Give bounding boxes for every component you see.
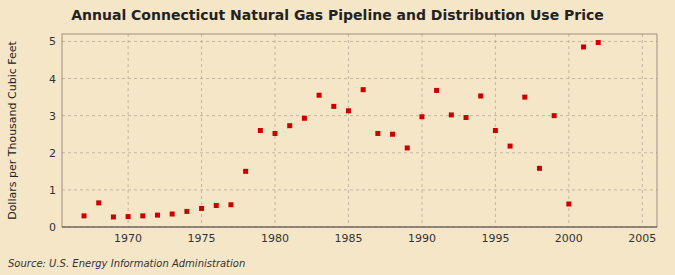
x-tick-label: 2000 <box>555 232 583 245</box>
point <box>434 88 439 93</box>
point <box>419 114 424 119</box>
y-tick-label: 4 <box>49 73 56 86</box>
grid-line-x <box>201 34 202 227</box>
source: Source: U.S. Energy Information Administ… <box>8 258 245 269</box>
point <box>96 200 101 205</box>
title: Annual Connecticut Natural Gas Pipeline … <box>71 7 604 23</box>
point <box>464 115 469 120</box>
grid-line-y <box>62 78 657 79</box>
point <box>508 144 513 149</box>
point <box>331 104 336 109</box>
point <box>522 95 527 100</box>
point <box>552 113 557 118</box>
chart-container: 1970 1975 1980 1985 1990 1995 2000 2005 0 1 2 3 4 5 Do… <box>0 0 675 275</box>
point <box>390 132 395 137</box>
point <box>375 131 380 136</box>
x-tick-label: 1980 <box>261 232 289 245</box>
x-tick-label: 1995 <box>481 232 509 245</box>
point <box>493 128 498 133</box>
point <box>581 44 586 49</box>
x-tick-label: 2005 <box>628 232 656 245</box>
grid-line-x <box>348 34 349 227</box>
point <box>184 209 189 214</box>
grid-line-x <box>642 34 643 227</box>
y-tick-label: 5 <box>49 35 56 48</box>
grid-line-y <box>62 41 657 42</box>
point <box>126 214 131 219</box>
point <box>361 87 366 92</box>
grid <box>62 34 657 227</box>
x-tick-label: 1990 <box>408 232 436 245</box>
point <box>566 201 571 206</box>
y-tick-label: 3 <box>49 110 56 123</box>
point <box>478 93 483 98</box>
background <box>0 0 675 275</box>
x-tick-label: 1985 <box>334 232 362 245</box>
point <box>199 206 204 211</box>
grid-line-y <box>62 152 657 153</box>
markers <box>82 40 601 219</box>
point <box>243 169 248 174</box>
grid-line-y <box>62 227 657 228</box>
grid-line-x <box>568 34 569 227</box>
point <box>258 128 263 133</box>
point <box>596 40 601 45</box>
point <box>273 131 278 136</box>
point <box>140 213 145 218</box>
point <box>155 213 160 218</box>
grid-line-x <box>275 34 276 227</box>
point <box>537 166 542 171</box>
axes: 1970 1975 1980 1985 1990 1995 2000 2005 0 1 2 3 4 5 <box>49 35 656 245</box>
point <box>449 112 454 117</box>
chart: 1970 1975 1980 1985 1990 1995 2000 2005 0 1 2 3 4 5 Do… <box>0 0 675 275</box>
y-tick-label: 2 <box>49 147 56 160</box>
x-tick-label: 1970 <box>114 232 142 245</box>
y-tick-label: 0 <box>49 221 56 234</box>
point <box>82 213 87 218</box>
y-tick-label: 1 <box>49 184 56 197</box>
x-axis-line <box>62 227 657 228</box>
point <box>228 202 233 207</box>
y-axis-label: Dollars per Thousand Cubic Feet <box>6 40 19 219</box>
point <box>287 123 292 128</box>
point <box>317 93 322 98</box>
point <box>405 145 410 150</box>
x-tick-label: 1975 <box>188 232 216 245</box>
point <box>214 203 219 208</box>
grid-line-y <box>62 189 657 190</box>
grid-line-y <box>62 115 657 116</box>
point <box>302 116 307 121</box>
point <box>346 108 351 113</box>
plot-frame <box>62 34 657 227</box>
grid-line-x <box>128 34 129 227</box>
point <box>170 212 175 217</box>
point <box>111 214 116 219</box>
grid-line-x <box>421 34 422 227</box>
